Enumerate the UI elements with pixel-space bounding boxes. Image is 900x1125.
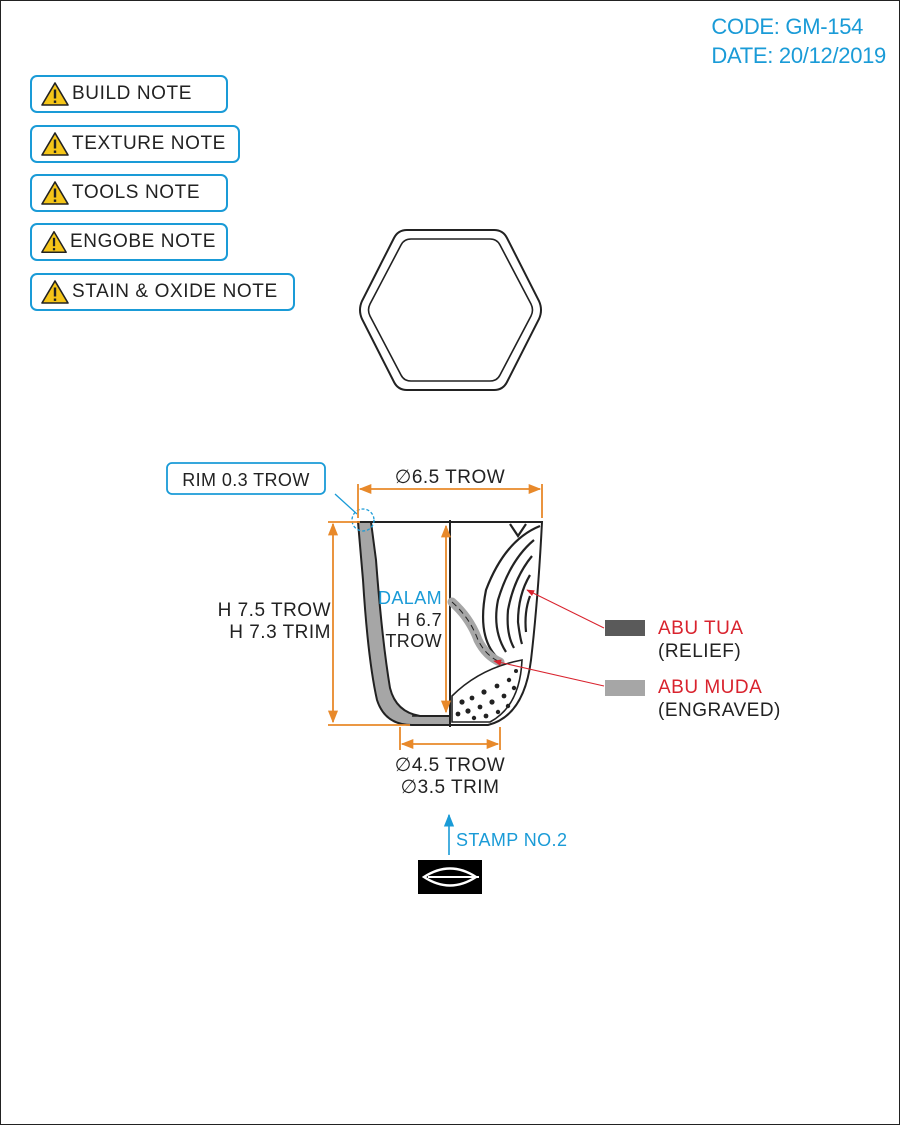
top-diameter-label: ∅6.5 TROW xyxy=(395,467,505,488)
code-date-block: CODE: GM-154 DATE: 20/12/2019 xyxy=(711,12,886,70)
drawing-date: DATE: 20/12/2019 xyxy=(711,43,886,68)
warning-icon xyxy=(41,280,69,304)
build-note-label: BUILD NOTE xyxy=(72,83,193,104)
product-code: CODE: GM-154 xyxy=(711,14,864,39)
engraved-pointer-line xyxy=(493,659,605,687)
warning-icon xyxy=(41,181,69,205)
height-trim-label: H 7.3 TRIM xyxy=(229,622,331,643)
rim-label-box xyxy=(166,462,326,495)
rim-label: RIM 0.3 TROW xyxy=(182,470,309,490)
engobe-note-label: ENGOBE NOTE xyxy=(70,231,216,252)
relief-legend-title: ABU TUA xyxy=(658,618,744,639)
leaf-stamp-icon xyxy=(418,860,482,894)
height-trow-label: H 7.5 TROW xyxy=(218,600,331,621)
engraved-legend-title: ABU MUDA xyxy=(658,677,762,698)
inner-unit-label: TROW xyxy=(385,631,442,651)
engobe-note-button[interactable]: ENGOBE NOTE xyxy=(30,223,228,261)
dimension-lines xyxy=(327,483,543,750)
cup-section xyxy=(356,520,544,727)
engraved-stalk xyxy=(447,597,505,667)
dotted-texture-area xyxy=(451,659,523,723)
build-note-button[interactable]: BUILD NOTE xyxy=(30,75,228,113)
base-trim-label: ∅3.5 TRIM xyxy=(401,777,500,798)
stain-oxide-note-button[interactable]: STAIN & OXIDE NOTE xyxy=(30,273,295,311)
texture-dots xyxy=(455,669,518,721)
relief-leaf xyxy=(482,523,541,661)
texture-note-label: TEXTURE NOTE xyxy=(72,133,226,154)
stamp-label: STAMP NO.2 xyxy=(456,830,567,850)
rim-leader-line xyxy=(334,493,358,515)
engraved-swatch xyxy=(605,680,645,696)
relief-swatch xyxy=(605,620,645,636)
warning-icon xyxy=(41,132,69,156)
tools-note-button[interactable]: TOOLS NOTE xyxy=(30,174,228,212)
warning-icon xyxy=(41,82,69,106)
relief-legend-subtitle: (RELIEF) xyxy=(658,641,741,662)
stain-oxide-note-label: STAIN & OXIDE NOTE xyxy=(72,281,278,302)
inner-label: DALAM xyxy=(378,588,442,608)
warning-icon xyxy=(41,230,67,254)
rim-detail-circle xyxy=(351,508,375,532)
base-trow-label: ∅4.5 TROW xyxy=(395,755,505,776)
tools-note-label: TOOLS NOTE xyxy=(72,182,201,203)
texture-note-button[interactable]: TEXTURE NOTE xyxy=(30,125,240,163)
inner-height-label: H 6.7 xyxy=(397,610,442,630)
engraved-legend-subtitle: (ENGRAVED) xyxy=(658,700,781,721)
top-view-hexagon xyxy=(359,229,542,391)
relief-pointer-line xyxy=(526,589,605,629)
